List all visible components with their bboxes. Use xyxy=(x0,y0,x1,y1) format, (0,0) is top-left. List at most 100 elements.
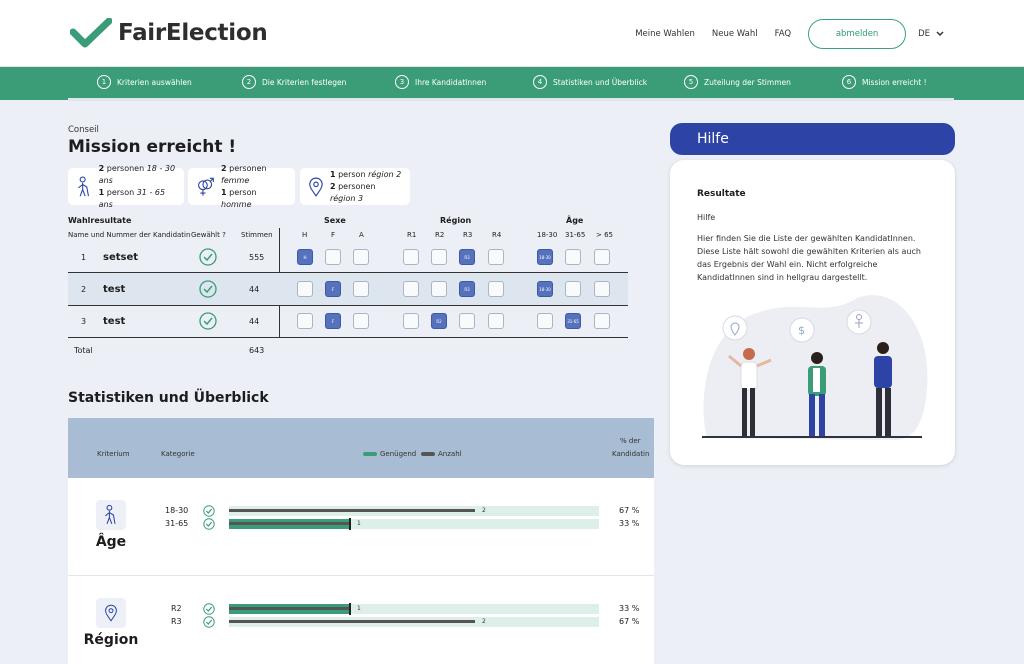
age-checkbox[interactable]: 18-30 xyxy=(537,281,553,297)
region-checkbox[interactable] xyxy=(403,249,419,265)
svg-text:$: $ xyxy=(798,324,805,337)
step-2[interactable]: 2 Die Kriterien festlegen xyxy=(242,75,346,89)
stat-bar-count xyxy=(229,509,475,512)
help-header[interactable]: Hilfe xyxy=(670,123,955,155)
summary-sex-text: 2 personen femme 1 person homme xyxy=(221,163,267,209)
legend-swatch-dark xyxy=(421,452,435,456)
age-criterion-icon-box xyxy=(96,500,126,530)
stat-row: R2 1 33 % xyxy=(68,603,654,616)
page-subtitle: Conseil xyxy=(68,125,99,135)
sex-checkbox[interactable] xyxy=(325,249,341,265)
stats-head-pct-1: % der xyxy=(620,437,641,445)
person-blue-shirt xyxy=(874,342,892,436)
region-checkbox[interactable] xyxy=(403,313,419,329)
brand-name: FairElection xyxy=(118,20,268,46)
stat-row: 18-30 2 67 % xyxy=(68,505,654,518)
step-3[interactable]: 3 Ihre KandidatInnen xyxy=(395,75,486,89)
region-checkbox[interactable]: R2 xyxy=(431,313,447,329)
step-5[interactable]: 5 Zuteilung der Stimmen xyxy=(684,75,791,89)
sex-checkbox[interactable] xyxy=(297,313,313,329)
step-number: 5 xyxy=(684,75,698,89)
step-number: 1 xyxy=(97,75,111,89)
step-label: Kriterien auswählen xyxy=(117,77,192,87)
language-label: DE xyxy=(918,29,930,39)
logo[interactable]: FairElection xyxy=(70,18,268,48)
nav-faq[interactable]: FAQ xyxy=(774,29,792,39)
row-rule xyxy=(68,272,628,273)
sex-checkbox[interactable]: H xyxy=(297,249,313,265)
step-label: Ihre KandidatInnen xyxy=(415,77,487,87)
step-6[interactable]: 6 Mission erreicht ! xyxy=(842,75,927,89)
sex-checkbox[interactable] xyxy=(353,313,369,329)
region-checkbox[interactable]: R3 xyxy=(459,249,475,265)
age-checkbox[interactable] xyxy=(565,249,581,265)
stat-percent: 33 % xyxy=(619,604,640,613)
map-pin-icon xyxy=(105,604,117,622)
results-title: Wahlresultate xyxy=(68,216,132,225)
group-age-header: Âge xyxy=(566,216,584,225)
age-criterion-label: Âge xyxy=(95,534,127,550)
language-select[interactable]: DE xyxy=(918,29,944,39)
person-green-jacket xyxy=(808,352,826,436)
col-elected-header: Gewählt ? xyxy=(191,231,226,239)
person-cane-icon xyxy=(105,504,116,524)
step-number: 3 xyxy=(395,75,409,89)
checkmark-logo-icon xyxy=(70,18,112,48)
step-1[interactable]: 1 Kriterien auswählen xyxy=(97,75,192,89)
age-checkbox[interactable]: 31-65 xyxy=(565,313,581,329)
sex-checkbox[interactable]: F xyxy=(325,313,341,329)
stat-bar-track: 2 xyxy=(229,617,599,627)
sex-checkbox[interactable]: F xyxy=(325,281,341,297)
step-label: Die Kriterien festlegen xyxy=(262,77,347,87)
age-checkbox[interactable] xyxy=(594,281,610,297)
stat-bar-marker xyxy=(349,603,352,615)
check-circle-icon xyxy=(203,616,215,630)
speech-bubble-dollar: $ xyxy=(789,317,815,343)
summary-region-text: 1 person région 2 2 personen région 3 xyxy=(329,169,402,203)
col-region-r4: R4 xyxy=(492,231,502,239)
sex-checkbox[interactable] xyxy=(297,281,313,297)
region-checkbox[interactable] xyxy=(488,249,504,265)
col-sex-f: F xyxy=(331,231,336,239)
step-label: Statistiken und Überblick xyxy=(553,77,648,87)
col-name-header: Name und Nummer der Kandidatin xyxy=(68,231,191,239)
age-checkbox[interactable] xyxy=(565,281,581,297)
summary-card-region: 1 person région 2 2 personen région 3 xyxy=(300,168,410,205)
age-checkbox[interactable] xyxy=(537,313,553,329)
stat-category: 31-65 xyxy=(165,519,189,528)
step-label: Mission erreicht ! xyxy=(862,77,927,87)
region-checkbox[interactable] xyxy=(459,313,475,329)
stat-bar-count xyxy=(229,607,350,610)
sex-checkbox[interactable] xyxy=(353,281,369,297)
check-circle-icon xyxy=(203,518,215,532)
region-checkbox[interactable] xyxy=(488,313,504,329)
stat-category: R2 xyxy=(171,604,182,613)
region-checkbox[interactable] xyxy=(431,249,447,265)
age-checkbox[interactable]: 18-30 xyxy=(537,249,553,265)
summary-card-sex: 2 personen femme 1 person homme xyxy=(188,164,295,209)
page-title: Mission erreicht ! xyxy=(68,137,237,157)
step-number: 4 xyxy=(533,75,547,89)
stat-count: 2 xyxy=(482,618,486,625)
region-criterion-icon-box xyxy=(96,598,126,628)
step-4[interactable]: 4 Statistiken und Überblick xyxy=(533,75,647,89)
stats-head-criterion: Kriterium xyxy=(97,450,130,458)
stat-count: 2 xyxy=(482,507,486,514)
stats-divider xyxy=(68,575,654,576)
sex-checkbox[interactable] xyxy=(353,249,369,265)
col-region-r1: R1 xyxy=(407,231,417,239)
region-checkbox[interactable] xyxy=(431,281,447,297)
stat-bar-track: 1 xyxy=(229,603,599,615)
region-checkbox[interactable]: R3 xyxy=(459,281,475,297)
row-number: 1 xyxy=(81,252,87,262)
nav-new-election[interactable]: Neue Wahl xyxy=(711,29,758,39)
nav-my-elections[interactable]: Meine Wahlen xyxy=(635,29,695,39)
region-checkbox[interactable] xyxy=(403,281,419,297)
age-checkbox[interactable] xyxy=(594,313,610,329)
age-checkbox[interactable] xyxy=(594,249,610,265)
col-votes-header: Stimmen xyxy=(241,231,273,239)
candidate-name: test xyxy=(103,315,126,327)
top-header: FairElection Meine Wahlen Neue Wahl FAQ … xyxy=(0,0,1024,67)
logout-button[interactable]: abmelden xyxy=(808,19,907,49)
region-checkbox[interactable] xyxy=(488,281,504,297)
